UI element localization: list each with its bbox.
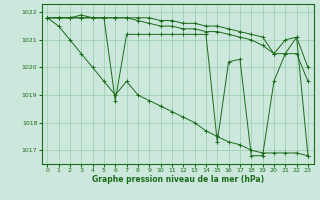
X-axis label: Graphe pression niveau de la mer (hPa): Graphe pression niveau de la mer (hPa) [92, 175, 264, 184]
